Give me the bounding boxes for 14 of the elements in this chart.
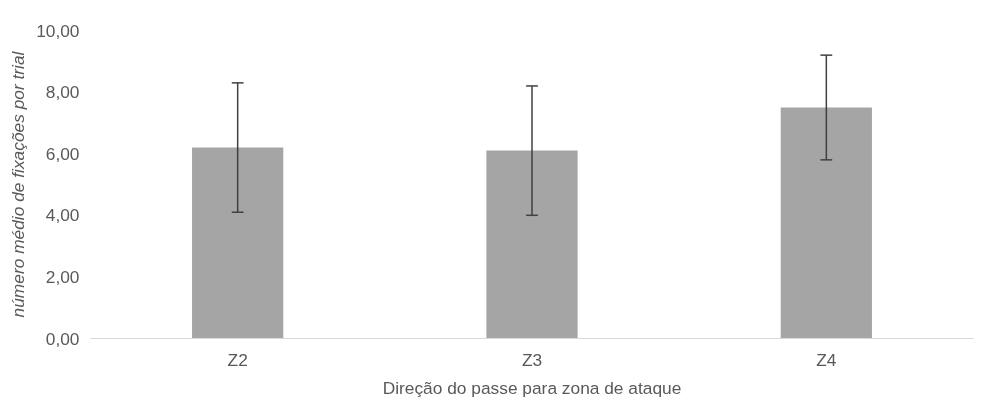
y-tick-label: 2,00 bbox=[45, 266, 80, 287]
x-tick-label: Z4 bbox=[816, 349, 837, 370]
bar bbox=[192, 147, 284, 339]
x-axis-title: Direção do passe para zona de ataque bbox=[382, 377, 682, 398]
x-tick-label: Z2 bbox=[227, 349, 248, 370]
y-tick-label: 6,00 bbox=[45, 143, 80, 164]
y-tick-label: 10,00 bbox=[36, 20, 80, 41]
y-tick-label: 4,00 bbox=[45, 205, 80, 226]
bar bbox=[780, 107, 872, 339]
bar bbox=[486, 150, 578, 339]
y-tick-label: 0,00 bbox=[45, 328, 80, 349]
x-tick-label: Z3 bbox=[521, 349, 543, 370]
y-axis-title: número médio de fixações por trial bbox=[8, 50, 29, 318]
y-tick-label: 8,00 bbox=[45, 82, 80, 103]
